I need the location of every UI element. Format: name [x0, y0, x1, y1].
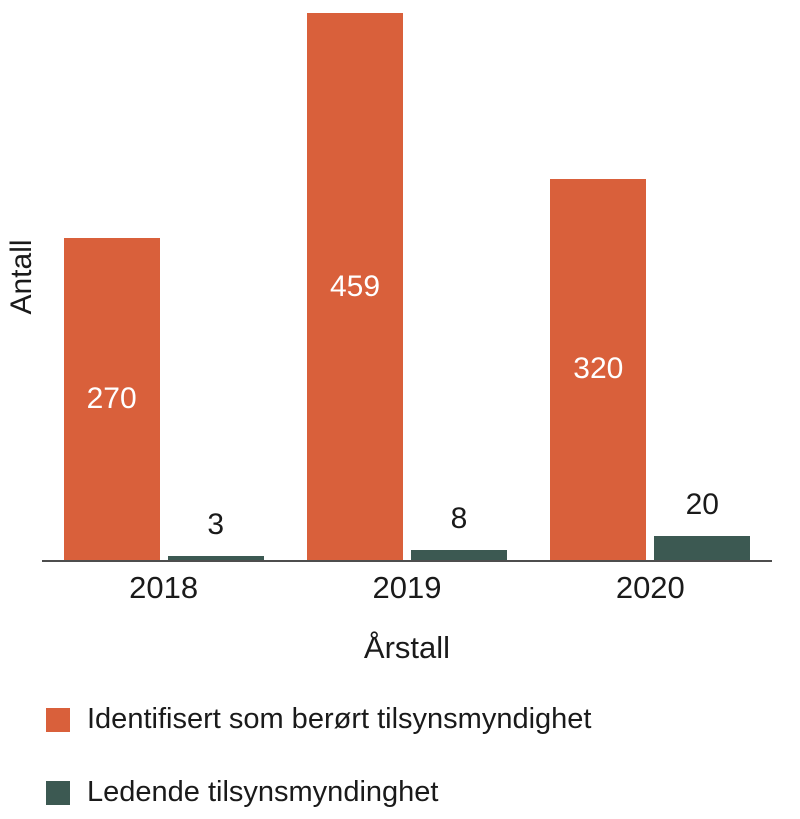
- bar-column-series-1: 20: [654, 488, 751, 560]
- category-group: 270 3: [42, 0, 285, 560]
- legend-item: Ledende tilsynsmyndinghet: [46, 776, 591, 809]
- bar-value-label: 459: [329, 269, 381, 303]
- bar-series-0: 320: [550, 178, 647, 560]
- plot-area: 270 3 459 8 320 20: [42, 0, 772, 562]
- bar-series-1: [654, 536, 751, 560]
- x-tick-label: 2020: [615, 570, 685, 605]
- x-tick-label: 2019: [372, 570, 442, 605]
- bar-column-series-1: 3: [167, 508, 264, 560]
- legend-swatch: [46, 707, 70, 732]
- bar-series-1: [167, 556, 264, 560]
- x-axis-ticks: 2018 2019 2020: [42, 570, 772, 606]
- bar-value-label: 8: [450, 502, 468, 536]
- bar-series-1: [410, 550, 507, 560]
- legend-label: Ledende tilsynsmyndinghet: [87, 776, 439, 808]
- bar-series-0: 459: [306, 13, 403, 560]
- bar-value-label: 320: [573, 352, 624, 386]
- x-tick-label: 2018: [129, 570, 199, 605]
- bar-value-label: 20: [685, 488, 719, 522]
- bar-column-series-1: 8: [410, 502, 507, 560]
- category-group: 459 8: [285, 0, 528, 560]
- bar-value-label: 270: [86, 382, 137, 416]
- legend: Identifisert som berørt tilsynsmyndighet…: [46, 703, 591, 819]
- bar-series-0: 270: [63, 238, 160, 560]
- legend-label: Identifisert som berørt tilsynsmyndighet: [87, 703, 592, 735]
- category-group: 320 20: [529, 0, 772, 560]
- legend-swatch: [46, 780, 70, 805]
- legend-item: Identifisert som berørt tilsynsmyndighet: [46, 703, 591, 736]
- x-axis-title: Årstall: [363, 630, 451, 665]
- y-axis-title: Antall: [5, 239, 38, 315]
- bar-value-label: 3: [207, 508, 224, 542]
